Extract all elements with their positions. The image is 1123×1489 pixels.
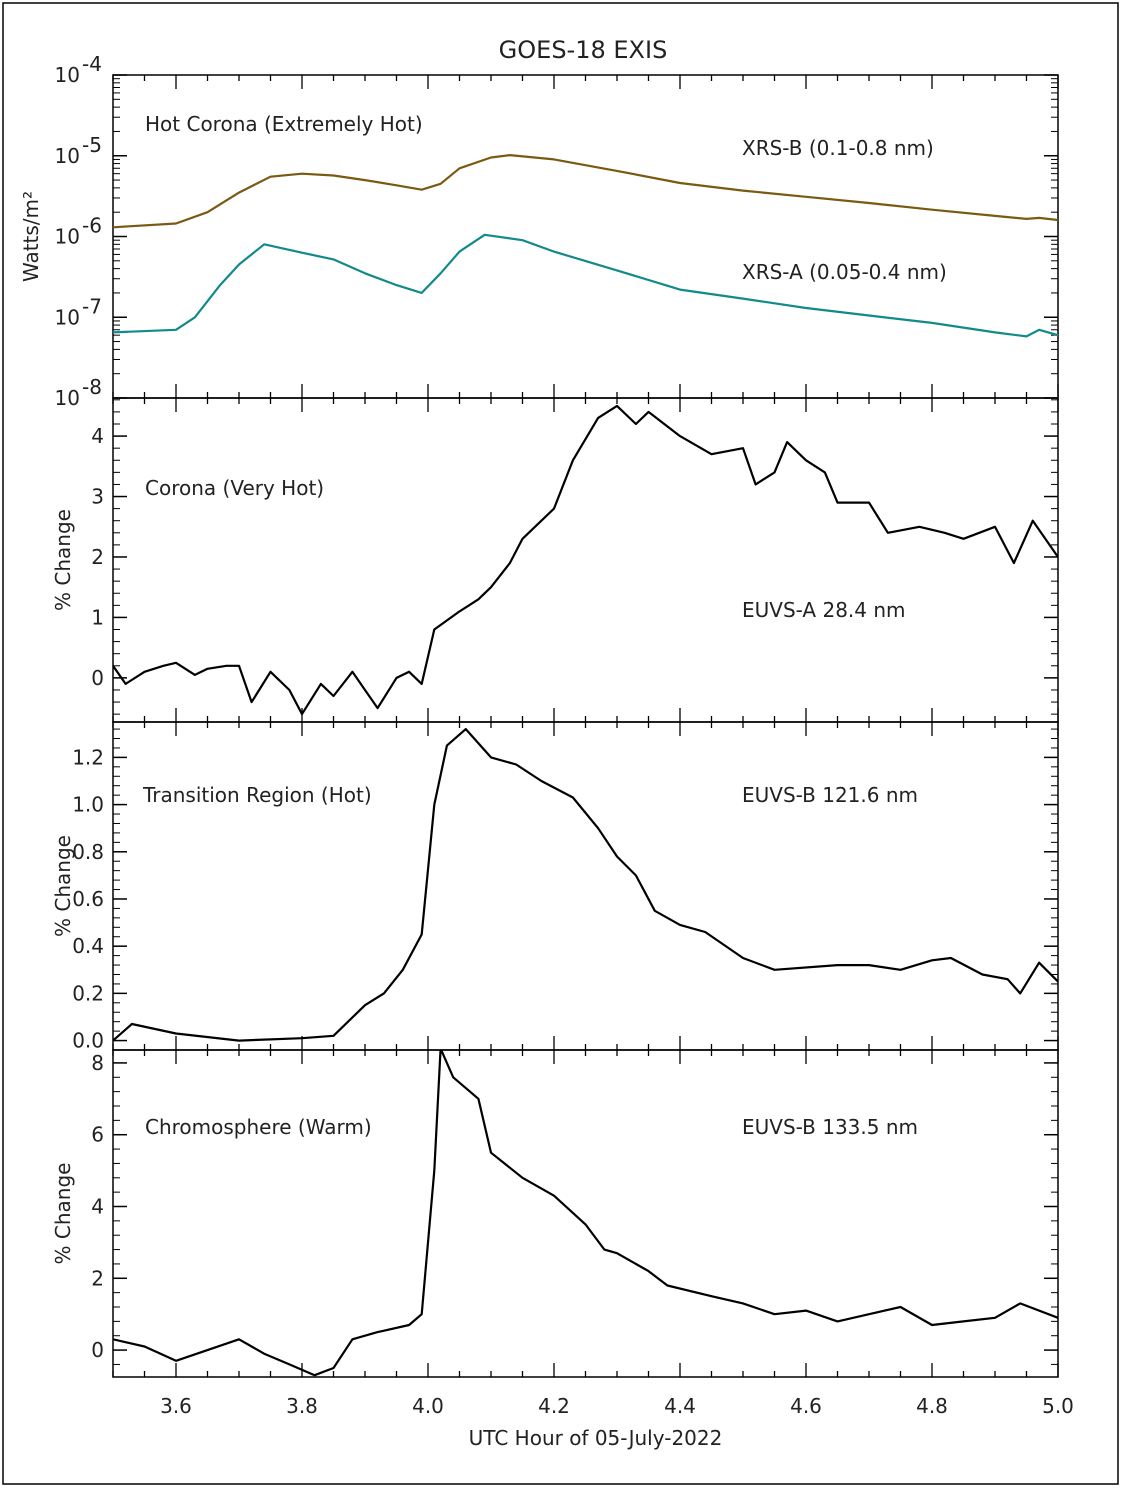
- panel-label: Transition Region (Hot): [142, 783, 372, 807]
- series-line-2-1: [113, 404, 1058, 716]
- panel-label: Hot Corona (Extremely Hot): [145, 112, 423, 136]
- chart-title: GOES-18 EXIS: [499, 36, 668, 64]
- panel-2: 0 1 2 3 4 % Change Corona (Very Hot) EUVS-A 28.…: [51, 397, 1059, 723]
- y-tick-label: 3: [91, 485, 104, 509]
- y-tick-label: 8: [91, 1051, 104, 1075]
- series-label: EUVS-B 121.6 nm: [742, 783, 918, 807]
- series-line-3-1: [113, 728, 1058, 1042]
- y-tick-label: 0.8: [72, 840, 104, 864]
- series-line-4-1: [113, 1050, 1058, 1377]
- panel-label: Chromosphere (Warm): [145, 1115, 372, 1139]
- y-tick-exponent: -6: [82, 214, 102, 238]
- x-tick-label: 3.8: [286, 1394, 318, 1418]
- x-tick-label: 3.6: [160, 1394, 192, 1418]
- y-axis-label: Watts/m²: [19, 191, 43, 282]
- x-tick-label: 4.8: [916, 1394, 948, 1418]
- x-tick-label: 4.2: [538, 1394, 570, 1418]
- y-tick-label: 10: [55, 225, 80, 249]
- series-label: EUVS-A 28.4 nm: [742, 598, 906, 622]
- y-tick-label: 10: [55, 305, 80, 329]
- x-tick-label: 5.0: [1042, 1394, 1074, 1418]
- panel-4: 0 2 4 6 8 % Change Chromosphere (Warm) EUVS-B 1…: [51, 1049, 1074, 1450]
- series-label: XRS-A (0.05-0.4 nm): [742, 260, 947, 284]
- series-label: XRS-B (0.1-0.8 nm): [742, 136, 934, 160]
- y-tick-label: 0.0: [72, 1029, 104, 1053]
- y-tick-label: 10: [55, 144, 80, 168]
- y-tick-label: 0.2: [72, 981, 104, 1005]
- x-axis-label: UTC Hour of 05-July-2022: [469, 1426, 723, 1450]
- y-tick-label: 10: [55, 386, 80, 410]
- y-tick-label: 0.4: [72, 934, 104, 958]
- panel-3: 0.0 0.2 0.4 0.6 0.8 1.0 1.2 % Change Transition …: [51, 721, 1059, 1053]
- x-tick-label: 4.0: [412, 1394, 444, 1418]
- y-tick-label: 6: [91, 1123, 104, 1147]
- x-tick-label: 4.6: [790, 1394, 822, 1418]
- series-line-1-2: [113, 233, 1058, 338]
- y-axis-label: % Change: [51, 835, 75, 937]
- y-axis-label: % Change: [51, 509, 75, 611]
- y-tick-exponent: -7: [82, 294, 102, 318]
- y-tick-label: 4: [91, 424, 104, 448]
- x-tick-label: 4.4: [664, 1394, 696, 1418]
- y-axis-label: % Change: [51, 1163, 75, 1265]
- y-tick-exponent: -5: [82, 133, 102, 157]
- series-label: EUVS-B 133.5 nm: [742, 1115, 918, 1139]
- panel-label: Corona (Very Hot): [145, 476, 324, 500]
- y-tick-exponent: -8: [82, 375, 102, 399]
- series-line-1-1: [113, 154, 1058, 229]
- y-tick-exponent: -4: [82, 52, 102, 76]
- y-tick-label: 1.2: [72, 745, 104, 769]
- y-tick-label: 2: [91, 545, 104, 569]
- y-tick-label: 0.6: [72, 887, 104, 911]
- y-tick-label: 0: [91, 666, 104, 690]
- y-tick-label: 2: [91, 1266, 104, 1290]
- y-tick-label: 0: [91, 1338, 104, 1362]
- y-tick-label: 10: [55, 63, 80, 87]
- y-tick-label: 1.0: [72, 793, 104, 817]
- y-tick-label: 4: [91, 1195, 104, 1219]
- y-tick-label: 1: [91, 605, 104, 629]
